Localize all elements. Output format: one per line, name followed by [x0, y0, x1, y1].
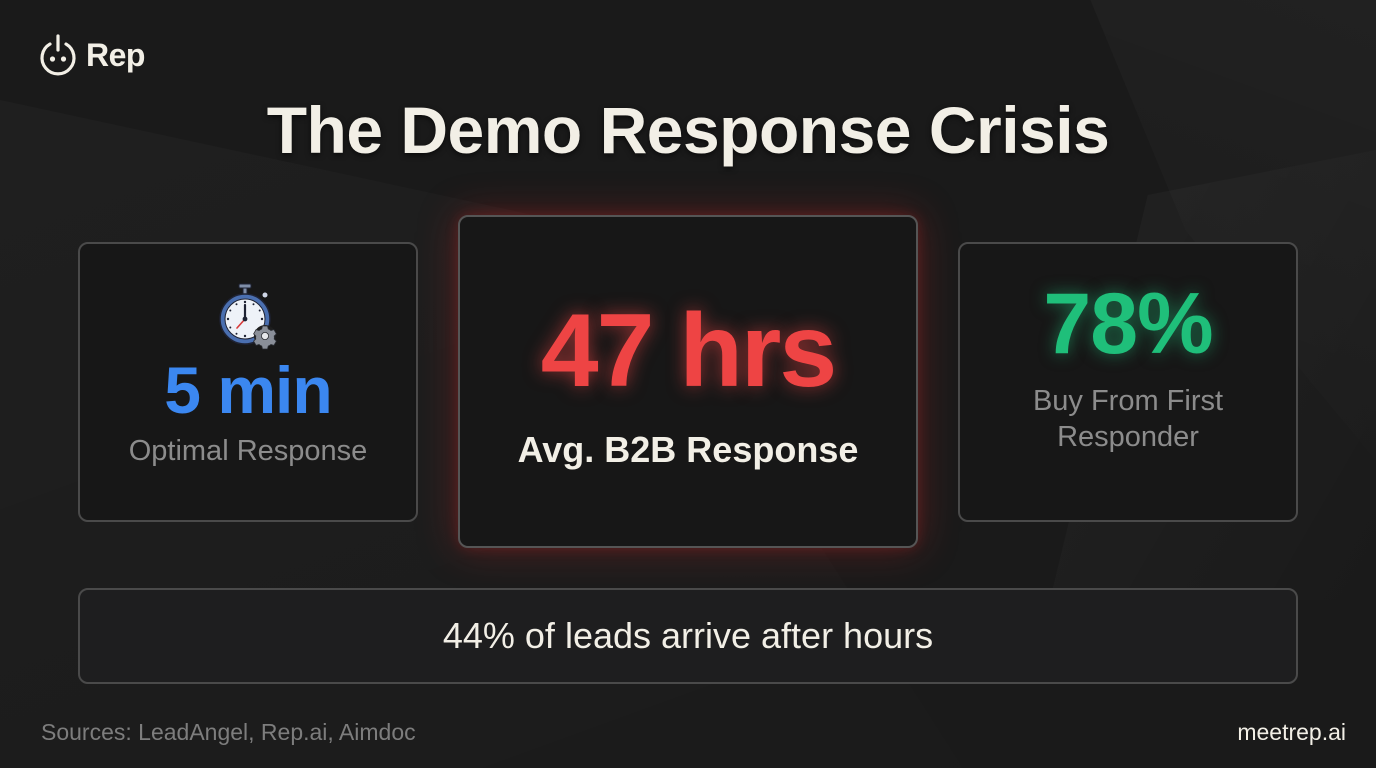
- stat-value: 47 hrs: [540, 292, 837, 409]
- stat-label: Avg. B2B Response: [517, 428, 859, 470]
- stat-card-optimal-response: 5 min Optimal Response: [78, 242, 418, 522]
- stat-label: Buy From First Responder: [1032, 384, 1224, 453]
- sources-footnote: Sources: LeadAngel, Rep.ai, Aimdoc: [41, 719, 416, 745]
- after-hours-banner: 44% of leads arrive after hours: [78, 588, 1298, 684]
- brand-logo: Rep: [38, 32, 145, 78]
- stopwatch-gear-icon: [219, 283, 277, 350]
- stat-label: Optimal Response: [128, 434, 368, 467]
- brand-name: Rep: [86, 36, 145, 73]
- website-label: meetrep.ai: [1237, 719, 1346, 745]
- stat-value: 78%: [1043, 275, 1213, 372]
- banner-text: 44% of leads arrive after hours: [442, 615, 934, 656]
- power-face-icon: [40, 34, 76, 76]
- page-title: The Demo Response Crisis: [266, 93, 1110, 167]
- stat-card-first-responder: 78% Buy From First Responder: [958, 242, 1298, 522]
- stat-card-avg-b2b-response: 47 hrs Avg. B2B Response: [458, 215, 918, 548]
- stat-value: 5 min: [164, 352, 332, 427]
